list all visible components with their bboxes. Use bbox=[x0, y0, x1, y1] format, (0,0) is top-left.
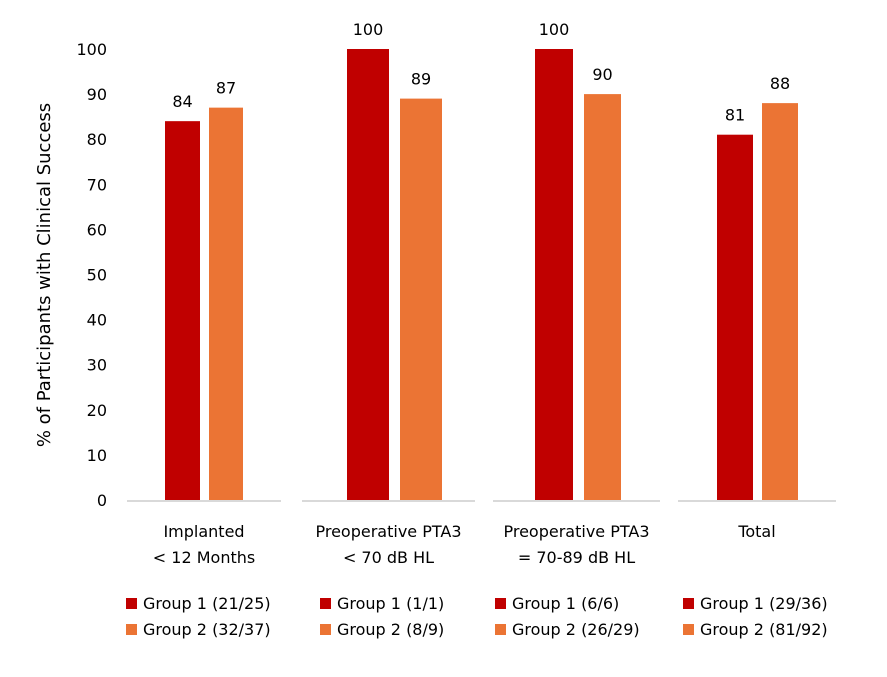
legend-entry: Group 1 (21/25) bbox=[143, 594, 271, 613]
legend-swatch bbox=[683, 624, 694, 635]
x-category-label: Total bbox=[737, 522, 775, 541]
data-label: 100 bbox=[353, 20, 384, 39]
legend-swatch bbox=[126, 624, 137, 635]
y-tick-label: 90 bbox=[87, 85, 107, 104]
legend-swatch bbox=[126, 598, 137, 609]
bar-group1 bbox=[535, 49, 573, 500]
y-tick-label: 100 bbox=[76, 40, 107, 59]
x-category-label: Implanted bbox=[163, 522, 244, 541]
x-category-label: < 12 Months bbox=[153, 548, 255, 567]
legend-entry: Group 1 (6/6) bbox=[512, 594, 619, 613]
legend-entry: Group 2 (81/92) bbox=[700, 620, 828, 639]
legend-entry: Group 2 (26/29) bbox=[512, 620, 640, 639]
bar-group2 bbox=[762, 103, 798, 501]
legend-swatch bbox=[320, 598, 331, 609]
data-label: 90 bbox=[592, 65, 612, 84]
x-category-label: Preoperative PTA3 bbox=[503, 522, 649, 541]
bar-group1 bbox=[717, 134, 753, 500]
legend-entry: Group 1 (1/1) bbox=[337, 594, 444, 613]
bar-group2 bbox=[209, 107, 243, 500]
y-tick-label: 80 bbox=[87, 130, 107, 149]
bar-group1 bbox=[347, 49, 389, 500]
legend-entry: Group 2 (32/37) bbox=[143, 620, 271, 639]
bar-group2 bbox=[584, 94, 621, 500]
legend-swatch bbox=[495, 598, 506, 609]
y-tick-label: 0 bbox=[97, 491, 107, 510]
data-label: 81 bbox=[725, 106, 745, 125]
y-axis-label: % of Participants with Clinical Success bbox=[34, 103, 55, 447]
x-category-label: Preoperative PTA3 bbox=[315, 522, 461, 541]
y-tick-label: 50 bbox=[87, 266, 107, 285]
y-tick-label: 40 bbox=[87, 311, 107, 330]
x-category-label: = 70-89 dB HL bbox=[518, 548, 635, 567]
bar-group2 bbox=[400, 98, 442, 501]
legend-entry: Group 1 (29/36) bbox=[700, 594, 828, 613]
data-label: 89 bbox=[411, 70, 431, 89]
x-category-label: < 70 dB HL bbox=[343, 548, 434, 567]
legend-swatch bbox=[320, 624, 331, 635]
data-label: 84 bbox=[172, 92, 192, 111]
data-label: 100 bbox=[539, 20, 570, 39]
legend-entry: Group 2 (8/9) bbox=[337, 620, 444, 639]
bar-group1 bbox=[165, 121, 200, 500]
data-label: 88 bbox=[770, 74, 790, 93]
y-tick-label: 60 bbox=[87, 220, 107, 239]
data-label: 87 bbox=[216, 79, 236, 98]
y-tick-label: 30 bbox=[87, 356, 107, 375]
y-tick-label: 20 bbox=[87, 401, 107, 420]
legend-swatch bbox=[495, 624, 506, 635]
y-tick-label: 10 bbox=[87, 446, 107, 465]
y-tick-label: 70 bbox=[87, 175, 107, 194]
legend-swatch bbox=[683, 598, 694, 609]
